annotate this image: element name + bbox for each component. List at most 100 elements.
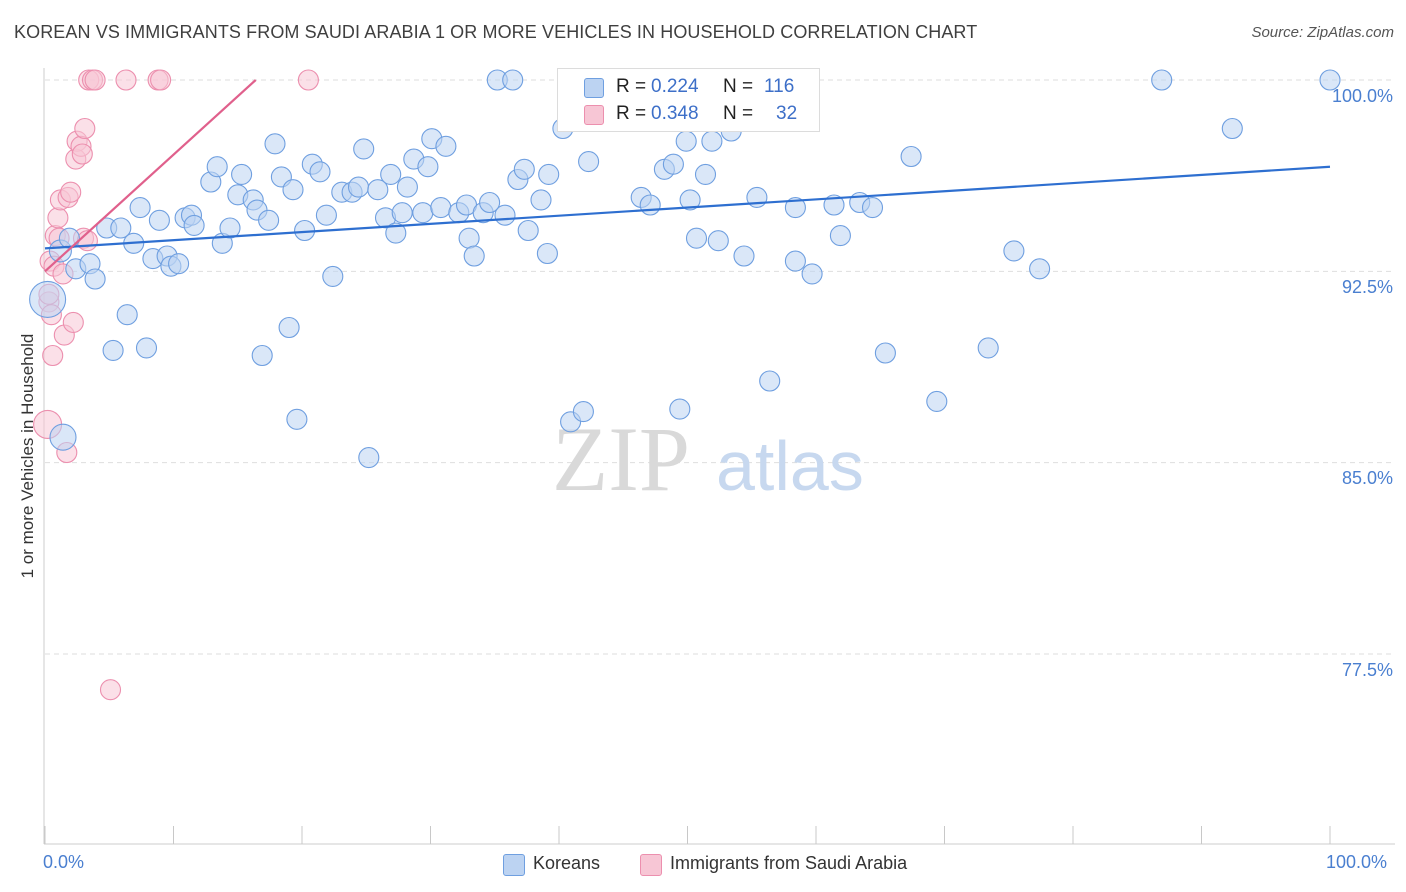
saudi-arabia-point bbox=[62, 311, 84, 333]
r-label: R = bbox=[616, 103, 647, 124]
saudi-arabia-point bbox=[74, 117, 96, 140]
zipatlas-watermark: ZIP atlas bbox=[552, 408, 864, 510]
saudi-arabia-point bbox=[150, 69, 172, 91]
korean-point bbox=[572, 401, 594, 423]
korean-point bbox=[435, 135, 457, 157]
korean-point bbox=[135, 337, 158, 359]
korean-point bbox=[282, 179, 304, 201]
korean-trendline bbox=[44, 165, 1331, 250]
korean-point bbox=[183, 214, 205, 236]
korean-point bbox=[801, 263, 823, 285]
korean-point bbox=[347, 176, 370, 198]
y-tick-label: 100.0% bbox=[1331, 86, 1393, 106]
korean-point bbox=[829, 225, 851, 247]
saudi-arabia-point bbox=[60, 181, 82, 203]
korean-point bbox=[322, 265, 344, 287]
korean-point bbox=[639, 194, 661, 216]
y-tick-label: 92.5% bbox=[1341, 277, 1393, 297]
korean-point bbox=[396, 176, 418, 198]
saudi-arabia-point bbox=[297, 69, 319, 91]
korean-point bbox=[430, 197, 452, 219]
saudi-arabia-point bbox=[47, 207, 69, 229]
korean-point bbox=[685, 227, 708, 249]
korean-point bbox=[977, 337, 999, 359]
saudi-arabia-point bbox=[71, 143, 93, 165]
korean-point bbox=[258, 209, 280, 231]
legend-label: Immigrants from Saudi Arabia bbox=[670, 853, 908, 873]
korean-point bbox=[463, 245, 485, 267]
korean-point bbox=[1029, 258, 1051, 280]
korean-point bbox=[479, 191, 501, 214]
x-tick-label-max: 100.0% bbox=[1326, 852, 1388, 872]
axes bbox=[43, 68, 1395, 845]
korean-point bbox=[251, 344, 273, 367]
korean-point bbox=[116, 304, 138, 326]
korean-point bbox=[358, 447, 380, 469]
korean-point bbox=[168, 253, 190, 275]
chart-source: Source: ZipAtlas.com bbox=[1251, 24, 1394, 41]
n-label: N = bbox=[723, 103, 754, 124]
korean-point bbox=[733, 245, 755, 267]
korean-point bbox=[148, 209, 170, 231]
korean-point bbox=[353, 138, 375, 160]
korean-point bbox=[861, 197, 884, 219]
r-value: 0.348 bbox=[651, 103, 699, 124]
korean-point bbox=[315, 204, 337, 226]
saudi-arabia-point bbox=[42, 344, 64, 367]
korean-point bbox=[412, 202, 434, 224]
korean-point bbox=[926, 390, 948, 412]
korean-point bbox=[29, 280, 67, 318]
korean-point bbox=[784, 250, 806, 272]
korean-point bbox=[784, 197, 806, 219]
korean-point bbox=[494, 204, 516, 226]
korean-point bbox=[517, 219, 539, 242]
r-value: 0.224 bbox=[651, 76, 699, 97]
y-tick-label: 85.0% bbox=[1341, 468, 1393, 488]
r-label: R = bbox=[616, 76, 647, 97]
korean-point bbox=[874, 342, 896, 364]
korean-point bbox=[823, 194, 845, 216]
korean-point bbox=[1003, 240, 1025, 262]
saudi-arabia-trendline bbox=[44, 79, 257, 273]
korean-point bbox=[58, 227, 80, 249]
korean-point bbox=[219, 217, 241, 239]
korean-point bbox=[530, 189, 552, 211]
korean-point bbox=[578, 151, 600, 173]
blue-swatch-icon bbox=[503, 854, 525, 876]
correlation-stats-box: R = 0.224 N = 116 R = 0.348 N = 32 bbox=[557, 68, 820, 132]
trendlines bbox=[44, 79, 1331, 273]
korean-point bbox=[309, 161, 331, 183]
korean-point bbox=[110, 217, 132, 239]
saudi-arabia-point bbox=[115, 69, 137, 91]
legend-label: Koreans bbox=[533, 853, 601, 873]
n-label: N = bbox=[723, 76, 754, 97]
korean-point bbox=[102, 339, 124, 361]
korean-point bbox=[278, 316, 300, 339]
korean-point bbox=[679, 189, 701, 211]
korean-point bbox=[701, 130, 723, 152]
korean-point bbox=[536, 242, 558, 265]
y-axis-label: 1 or more Vehicles in Household bbox=[18, 333, 37, 579]
korean-point bbox=[385, 222, 407, 244]
korean-point bbox=[513, 158, 535, 180]
saudi-arabia-point bbox=[99, 679, 122, 701]
korean-point bbox=[675, 130, 697, 152]
korean-point bbox=[1221, 117, 1243, 140]
korean-point bbox=[900, 145, 922, 168]
n-value: 32 bbox=[776, 103, 798, 124]
saudi-arabia-points bbox=[33, 69, 319, 701]
n-value: 116 bbox=[764, 76, 795, 97]
pink-swatch-icon bbox=[584, 105, 604, 125]
korean-point bbox=[669, 398, 691, 420]
saudi-arabia-point bbox=[84, 69, 106, 91]
korean-point bbox=[502, 69, 524, 91]
pink-swatch-icon bbox=[640, 854, 662, 876]
korean-point bbox=[458, 227, 480, 249]
korean-point bbox=[417, 156, 439, 178]
legend: Koreans Immigrants from Saudi Arabia bbox=[0, 852, 1406, 878]
korean-point bbox=[1319, 69, 1341, 91]
watermark-atlas: atlas bbox=[716, 427, 864, 505]
x-tick-label-min: 0.0% bbox=[43, 852, 85, 872]
korean-point bbox=[662, 153, 684, 175]
